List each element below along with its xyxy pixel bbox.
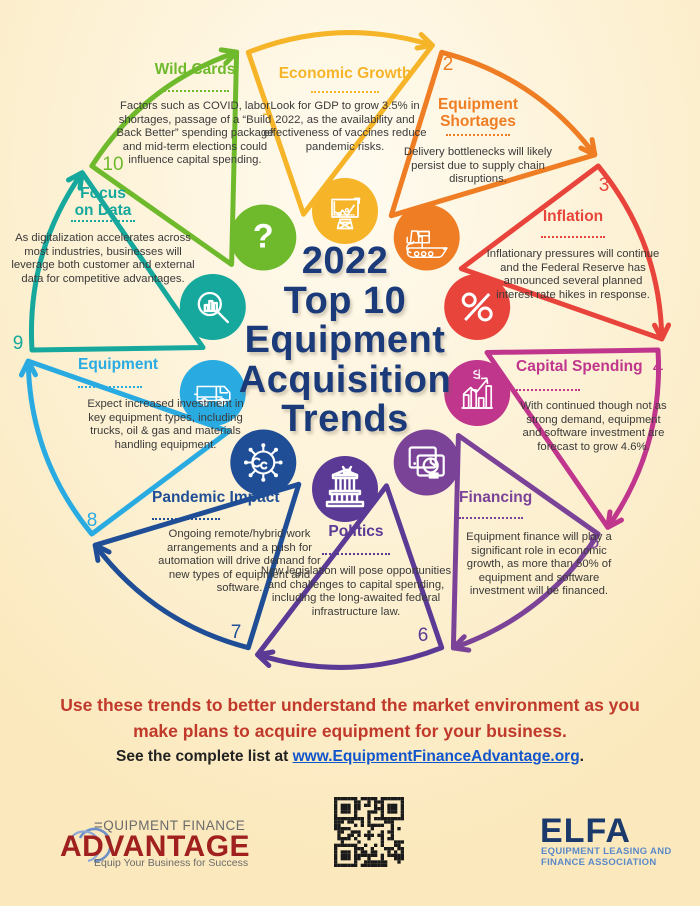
- svg-text:ELFA: ELFA: [540, 812, 631, 850]
- svg-text:FINANCE ASSOCIATION: FINANCE ASSOCIATION: [541, 857, 656, 868]
- svg-text:Equip Your Business for Succes: Equip Your Business for Success: [94, 857, 248, 868]
- svg-text:EQUIPMENT LEASING AND: EQUIPMENT LEASING AND: [541, 846, 672, 857]
